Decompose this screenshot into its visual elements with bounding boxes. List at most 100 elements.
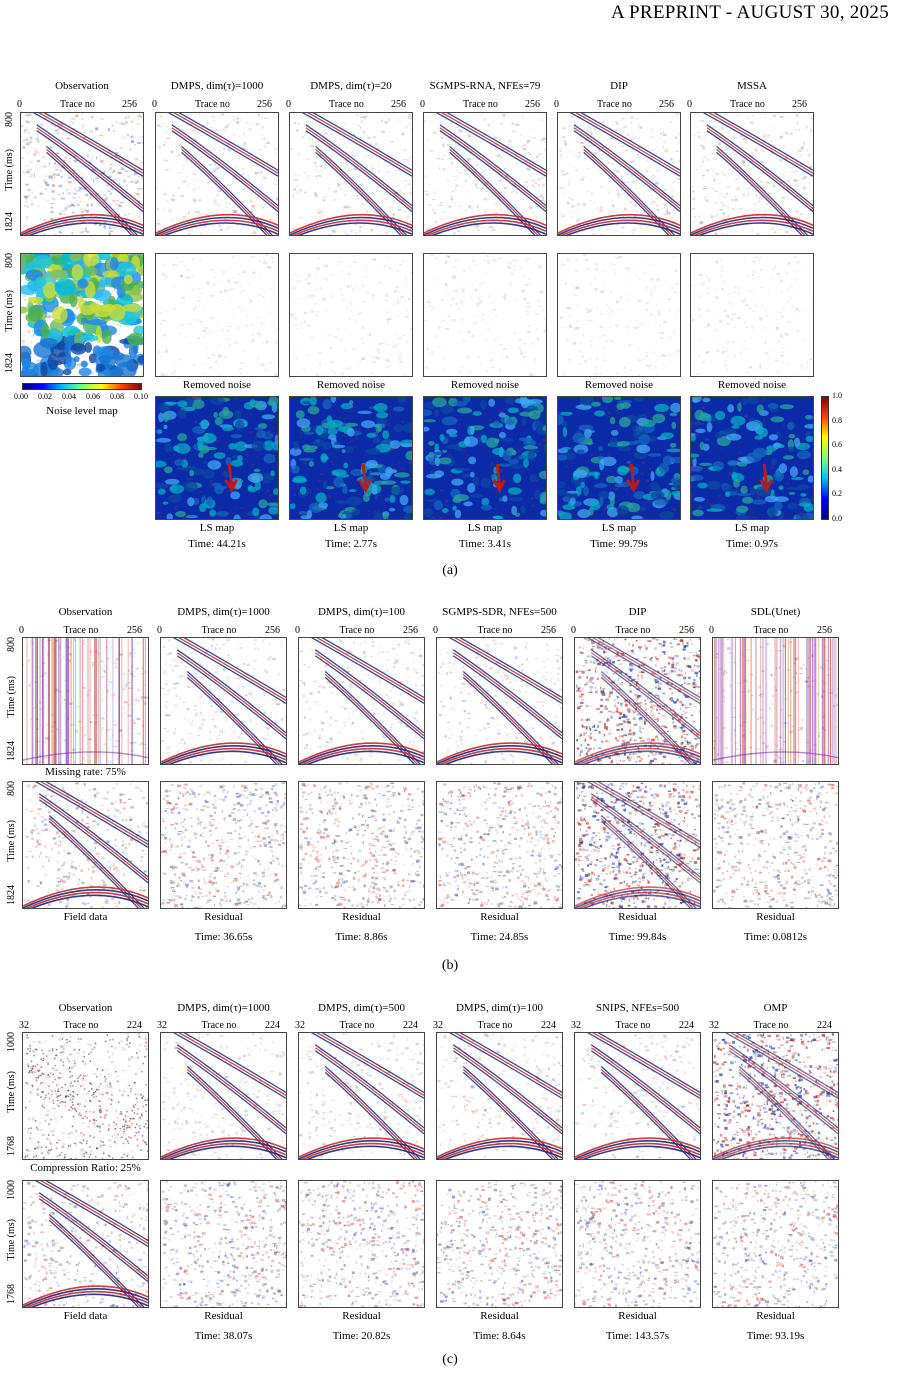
- figure_c-trace-label-2: Trace no: [339, 1020, 375, 1031]
- a-removed-noise-caption-3: Removed noise: [450, 379, 520, 391]
- a-ls-map-panel-4: [557, 396, 681, 520]
- a-result-panel-5: [690, 112, 814, 236]
- figure_c-time-label-0: Time (ms): [6, 1071, 17, 1113]
- c-result-panel-2: [298, 1032, 425, 1160]
- figure_a-ytick-top-0: 800: [4, 112, 15, 127]
- b-residual-caption-4: Residual: [618, 911, 657, 923]
- c-field-data-panel: [22, 1180, 149, 1308]
- figure_a-xtick-left-1: 0: [152, 99, 157, 110]
- c-residual-caption-3: Residual: [480, 1310, 519, 1322]
- b-residual-panel-2: [298, 781, 425, 909]
- c-residual-panel-2: [298, 1180, 425, 1308]
- b-residual-caption-5: Residual: [756, 911, 795, 923]
- c-residual-caption-5: Residual: [756, 1310, 795, 1322]
- figure_c-xtick-left-2: 32: [295, 1020, 305, 1031]
- a-ls-colorbar-tick-5: 0.0: [832, 514, 842, 523]
- figure_a-ytick-bottom-0: 1824: [4, 212, 15, 232]
- c-field-caption: Field data: [63, 1310, 108, 1322]
- figure_b-title-4: DIP: [628, 606, 647, 618]
- a-removed-noise-panel-5: [690, 253, 814, 377]
- a-result-panel-0: [20, 112, 144, 236]
- figure_b-xtick-right-2: 256: [403, 625, 418, 636]
- figure_c-trace-label-4: Trace no: [615, 1020, 651, 1031]
- figure_c-xtick-right-0: 224: [127, 1020, 142, 1031]
- a-removed-noise-caption-5: Removed noise: [717, 379, 787, 391]
- figure_a-time-label-1: Time (ms): [4, 290, 15, 332]
- figure_c-ytick-bottom-1: 1768: [6, 1284, 17, 1304]
- figure_a-title-4: DIP: [610, 80, 628, 92]
- figure_b-title-5: SDL(Unet): [750, 606, 801, 618]
- c-time-3: Time: 8.64s: [473, 1330, 526, 1342]
- a-ls-map-panel-5: [690, 396, 814, 520]
- figure_c-time-label-1: Time (ms): [6, 1219, 17, 1261]
- figure_a-xtick-right-1: 256: [257, 99, 272, 110]
- a-removed-noise-panel-4: [557, 253, 681, 377]
- figure_b-title-3: SGMPS-SDR, NFEs=500: [442, 606, 557, 618]
- a-time-1: Time: 44.21s: [188, 538, 246, 550]
- figure_c-xtick-left-0: 32: [19, 1020, 29, 1031]
- figure_c-trace-label-3: Trace no: [477, 1020, 513, 1031]
- figure_a-xtick-left-2: 0: [286, 99, 291, 110]
- figure_b-xtick-left-2: 0: [295, 625, 300, 636]
- figure_a-xtick-right-2: 256: [391, 99, 406, 110]
- a-noise-colorbar-tick-4: 0.08: [110, 392, 124, 401]
- figure_b-trace-label-3: Trace no: [477, 625, 513, 636]
- figure_b-ytick-bottom-0: 1824: [6, 741, 17, 761]
- b-residual-caption-1: Residual: [204, 911, 243, 923]
- c-time-5: Time: 93.19s: [746, 1330, 805, 1342]
- b-residual-caption-2: Residual: [342, 911, 381, 923]
- b-time-3: Time: 24.85s: [470, 931, 529, 943]
- a-result-panel-2: [289, 112, 413, 236]
- figure_c-xtick-right-5: 224: [817, 1020, 832, 1031]
- figure_c-title-0: Observation: [58, 1002, 113, 1014]
- figure_c-title-5: OMP: [763, 1002, 788, 1014]
- figure_b-trace-label-1: Trace no: [201, 625, 237, 636]
- a-noise-colorbar: [22, 383, 142, 390]
- a-time-3: Time: 3.41s: [458, 538, 512, 550]
- b-result-panel-0: [22, 637, 149, 765]
- a-ls-caption-2: LS map: [333, 522, 369, 534]
- a-noise-colorbar-tick-5: 0.10: [134, 392, 148, 401]
- b-missing-rate: Missing rate: 75%: [45, 766, 126, 778]
- figure_a-trace-label-0: Trace no: [60, 99, 95, 110]
- figure_b-xtick-left-3: 0: [433, 625, 438, 636]
- a-ls-map-panel-2: [289, 396, 413, 520]
- figure_b-xtick-right-5: 256: [817, 625, 832, 636]
- figure_c-xtick-left-4: 32: [571, 1020, 581, 1031]
- b-residual-panel-5: [712, 781, 839, 909]
- a-noise-level-map: [20, 253, 144, 377]
- a-time-5: Time: 0.97s: [725, 538, 779, 550]
- a-ls-colorbar-tick-2: 0.6: [832, 440, 842, 450]
- figure_c-title-3: DMPS, dim(τ)=100: [455, 1002, 544, 1014]
- b-residual-panel-4: [574, 781, 701, 909]
- c-residual-panel-3: [436, 1180, 563, 1308]
- a-noise-colorbar-tick-2: 0.04: [62, 392, 76, 401]
- a-ls-caption-1: LS map: [199, 522, 235, 534]
- figure_b-xtick-right-4: 256: [679, 625, 694, 636]
- figure_c-xtick-left-3: 32: [433, 1020, 443, 1031]
- figure_a-title-0: Observation: [55, 80, 109, 92]
- figure_b-ytick-top-0: 800: [6, 637, 17, 652]
- figure_c-xtick-left-5: 32: [709, 1020, 719, 1031]
- b-time-2: Time: 8.86s: [335, 931, 388, 943]
- figure_c-title-2: DMPS, dim(τ)=500: [317, 1002, 406, 1014]
- b-field-caption: Field data: [63, 911, 108, 923]
- figure_c-xtick-right-3: 224: [541, 1020, 556, 1031]
- b-result-panel-2: [298, 637, 425, 765]
- figure_b-xtick-right-0: 256: [127, 625, 142, 636]
- a-time-2: Time: 2.77s: [324, 538, 378, 550]
- figure_b-xtick-right-1: 256: [265, 625, 280, 636]
- c-result-panel-0: [22, 1032, 149, 1160]
- a-removed-noise-caption-4: Removed noise: [584, 379, 654, 391]
- a-ls-colorbar: [821, 396, 829, 520]
- figure_b-ytick-top-1: 800: [6, 781, 17, 796]
- a-result-panel-4: [557, 112, 681, 236]
- figure_a-title-1: DMPS, dim(τ)=1000: [170, 80, 264, 92]
- figure_a-xtick-right-0: 256: [122, 99, 137, 110]
- c-result-panel-3: [436, 1032, 563, 1160]
- c-compression-ratio: Compression Ratio: 25%: [30, 1162, 141, 1174]
- a-time-4: Time: 99.79s: [590, 538, 648, 550]
- figure_b-time-label-1: Time (ms): [6, 820, 17, 862]
- figure_c-title-1: DMPS, dim(τ)=1000: [177, 1002, 270, 1014]
- c-result-panel-5: [712, 1032, 839, 1160]
